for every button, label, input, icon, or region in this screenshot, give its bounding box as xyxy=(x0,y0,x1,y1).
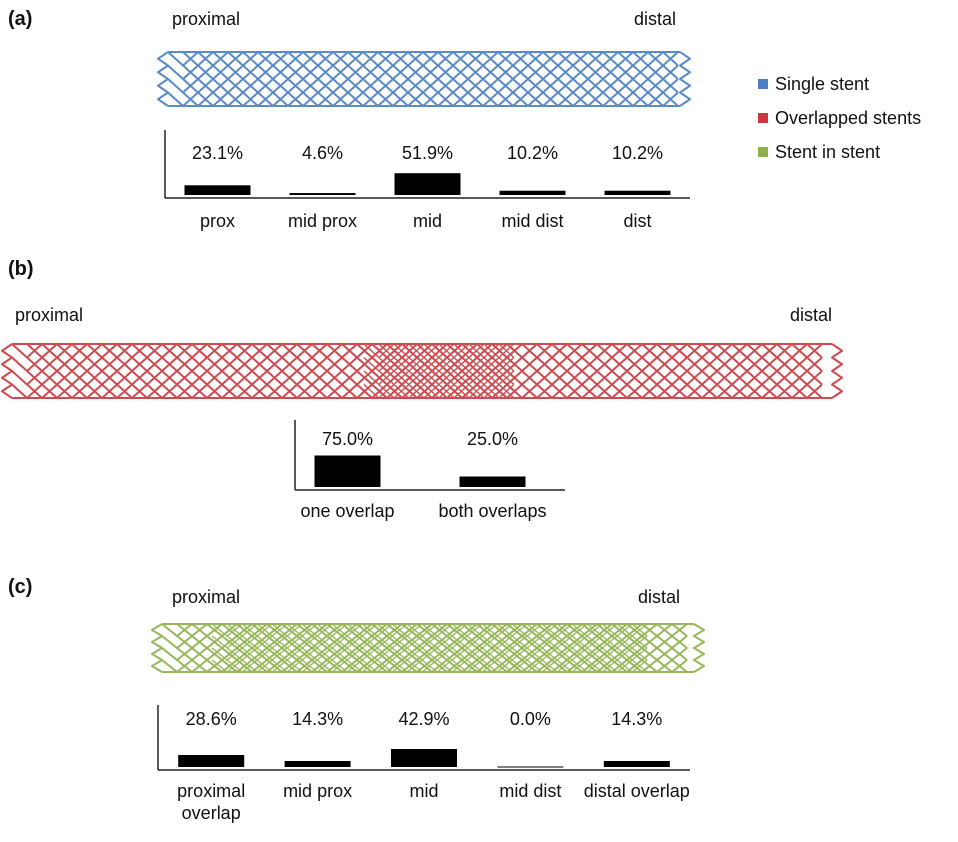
stent-strut xyxy=(378,383,515,399)
x-tick-label: dist xyxy=(623,211,652,231)
stent-strut xyxy=(26,383,823,399)
distal-label: distal xyxy=(789,305,832,325)
legend-label: Overlapped stents xyxy=(775,108,922,128)
value-label: 0.0% xyxy=(509,709,551,729)
stent xyxy=(157,51,691,107)
stent-strut xyxy=(182,64,679,80)
stent-end xyxy=(157,51,169,107)
bar xyxy=(603,760,670,767)
legend-swatch xyxy=(758,147,768,157)
value-label: 10.2% xyxy=(506,143,559,163)
legend-label: Single stent xyxy=(775,74,870,94)
x-tick-label: mid xyxy=(412,211,442,231)
stent-strut xyxy=(182,91,679,107)
x-tick-label: mid xyxy=(409,781,439,801)
stent xyxy=(151,623,705,673)
stent-strut xyxy=(226,635,648,649)
x-tick-label: mid dist xyxy=(499,781,562,801)
bar xyxy=(459,476,526,487)
x-tick-label: prox xyxy=(199,211,235,231)
stent-strut xyxy=(26,343,823,359)
distal-label: distal xyxy=(637,587,680,607)
proximal-label: proximal xyxy=(172,9,241,29)
stent-end xyxy=(679,51,691,107)
value-label: 28.6% xyxy=(185,709,237,729)
stent-strut xyxy=(378,343,515,359)
value-label: 42.9% xyxy=(398,709,450,729)
stent-strut xyxy=(378,356,515,372)
stent-strut xyxy=(182,51,679,67)
stent-strut xyxy=(378,370,515,386)
legend-label: Stent in stent xyxy=(775,142,881,162)
value-label: 4.6% xyxy=(301,143,344,163)
x-tick-label: mid dist xyxy=(501,211,564,231)
x-tick-label: one overlap xyxy=(300,501,395,521)
stent-strut xyxy=(182,78,679,94)
x-tick-label: both overlaps xyxy=(438,501,547,521)
legend-swatch xyxy=(758,79,768,89)
stent-strut xyxy=(226,659,648,673)
stent-strut xyxy=(226,647,648,661)
value-label: 25.0% xyxy=(466,429,519,449)
distal-label: distal xyxy=(633,9,676,29)
bar xyxy=(184,185,251,195)
bar xyxy=(391,748,457,767)
stent-strut xyxy=(26,356,823,372)
x-tick-label: mid prox xyxy=(283,781,353,801)
panel-label: (a) xyxy=(8,8,33,30)
value-label: 14.3% xyxy=(611,709,663,729)
bar xyxy=(499,190,566,195)
x-tick-label: distal overlap xyxy=(583,781,690,801)
value-label: 75.0% xyxy=(321,429,374,449)
stent-strut xyxy=(26,370,823,386)
bar xyxy=(289,193,356,195)
x-tick-label: proximal overlap xyxy=(177,781,246,823)
proximal-label: proximal xyxy=(172,587,241,607)
panel-label: (c) xyxy=(8,576,33,598)
bar xyxy=(284,760,351,767)
x-tick-label: mid prox xyxy=(287,211,358,231)
stent-end xyxy=(1,343,13,399)
panel-label: (b) xyxy=(8,258,34,280)
bar xyxy=(178,754,245,767)
legend-swatch xyxy=(758,113,768,123)
bar xyxy=(604,190,671,195)
stent xyxy=(1,343,843,399)
value-label: 23.1% xyxy=(191,143,244,163)
stent-end xyxy=(693,623,705,673)
value-label: 14.3% xyxy=(292,709,344,729)
value-label: 10.2% xyxy=(611,143,664,163)
value-label: 51.9% xyxy=(401,143,454,163)
stent-end xyxy=(151,623,163,673)
bar xyxy=(314,455,381,487)
proximal-label: proximal xyxy=(15,305,84,325)
stent-end xyxy=(831,343,843,399)
bar xyxy=(394,173,461,195)
